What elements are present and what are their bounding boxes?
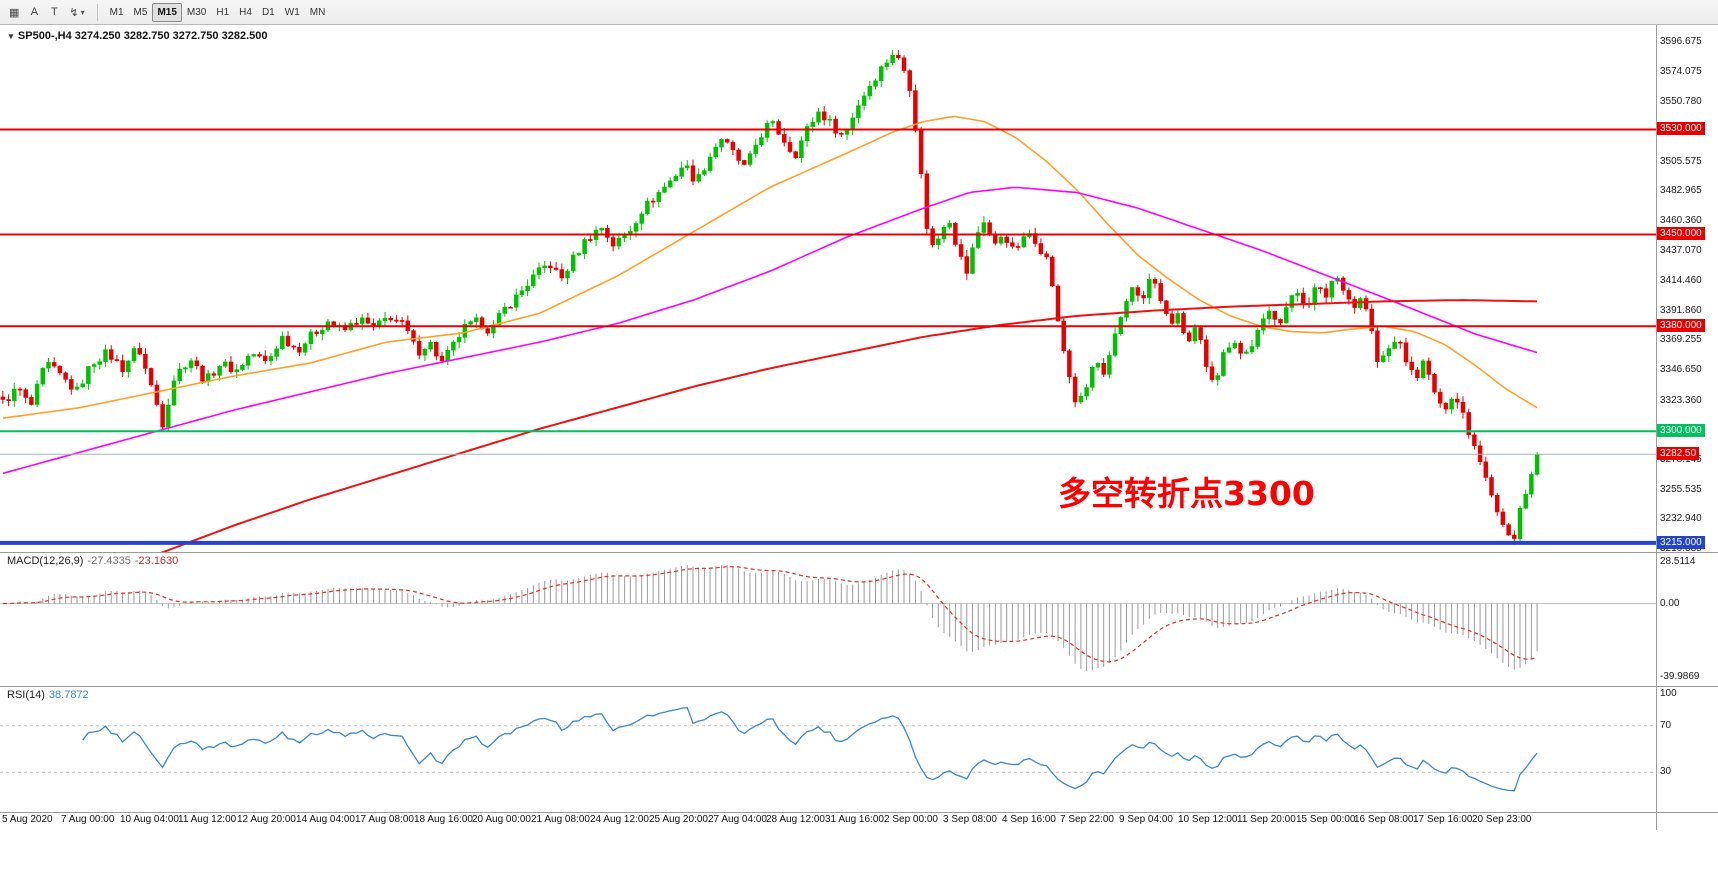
- rsi-pane[interactable]: [0, 686, 1656, 812]
- symbol-ohlc-label: ▼ SP500-,H4 3274.250 3282.750 3272.750 32…: [7, 30, 267, 42]
- timeframe-mn[interactable]: MN: [309, 6, 326, 18]
- time-axis-label: 5 Aug 2020: [2, 814, 53, 825]
- time-axis-label: 27 Aug 04:00: [708, 814, 767, 825]
- rsi-label: RSI(14) 38.7872: [7, 689, 89, 701]
- timeframe-m30[interactable]: M30: [186, 6, 207, 18]
- main-price-pane[interactable]: [0, 25, 1656, 552]
- price-axis[interactable]: 3596.675 3574.075 3550.780 3505.575 3482.965…: [1657, 25, 1718, 830]
- time-axis-label: 7 Sep 22:00: [1060, 814, 1114, 825]
- price-axis-label: 3346.650: [1660, 364, 1702, 375]
- pane-divider-timeaxis: [0, 812, 1718, 813]
- timeframe-m1[interactable]: M1: [109, 6, 124, 18]
- cursor-tool-icon[interactable]: A: [30, 6, 39, 18]
- time-axis[interactable]: 5 Aug 2020 7 Aug 00:00 10 Aug 04:00 11 Aug …: [0, 814, 1656, 830]
- price-axis-label: 3232.940: [1660, 513, 1702, 524]
- text-tool-icon[interactable]: T: [51, 6, 58, 18]
- time-axis-label: 15 Sep 00:00: [1296, 814, 1356, 825]
- time-axis-label: 17 Aug 08:00: [355, 814, 414, 825]
- time-axis-label: 10 Sep 12:00: [1178, 814, 1238, 825]
- macd-label: MACD(12,26,9) -27.4335 -23.1630: [7, 555, 178, 567]
- timeframe-h1[interactable]: H1: [216, 6, 230, 18]
- indicators-icon[interactable]: ↯ ▾: [69, 6, 85, 19]
- candles-layer: [0, 49, 1540, 545]
- time-axis-label: 11 Sep 20:00: [1237, 814, 1296, 825]
- ma-slow-red: [160, 299, 1538, 552]
- price-level-badge: 3450.000: [1657, 227, 1705, 240]
- macd-signal-value: -23.1630: [134, 555, 179, 567]
- time-axis-label: 18 Aug 16:00: [414, 814, 473, 825]
- price-axis-label: 3460.360: [1660, 215, 1702, 226]
- time-axis-label: 20 Aug 00:00: [472, 814, 531, 825]
- price-axis-label: 3505.575: [1660, 156, 1702, 167]
- price-level-badge: 3380.000: [1657, 319, 1705, 332]
- timeframe-d1[interactable]: D1: [261, 6, 275, 18]
- price-level-badge: 3215.000: [1657, 536, 1705, 549]
- ma-mid-magenta: [2, 186, 1538, 475]
- time-axis-label: 9 Sep 04:00: [1119, 814, 1173, 825]
- chart-area: ▼ SP500-,H4 3274.250 3282.750 3272.750 32…: [0, 25, 1718, 830]
- chart-annotation-text: 多空转折点3300: [1058, 474, 1315, 513]
- time-axis-label: 14 Aug 04:00: [296, 814, 355, 825]
- macd-pane[interactable]: [0, 552, 1656, 686]
- time-axis-label: 16 Sep 08:00: [1354, 814, 1414, 825]
- toolbar-separator: [96, 3, 98, 21]
- rsi-name: RSI(14): [7, 689, 45, 701]
- time-axis-label: 21 Aug 08:00: [531, 814, 590, 825]
- price-axis-label: 3550.780: [1660, 96, 1702, 107]
- time-axis-label: 12 Aug 20:00: [237, 814, 296, 825]
- price-level-badge: 3530.000: [1657, 122, 1705, 135]
- price-axis-label: 3596.675: [1660, 36, 1702, 47]
- timeframe-w1[interactable]: W1: [284, 6, 300, 18]
- macd-histogram: [8, 564, 1538, 672]
- time-axis-label: 17 Sep 16:00: [1413, 814, 1473, 825]
- timeframe-m15[interactable]: M15: [152, 2, 182, 22]
- time-axis-label: 11 Aug 12:00: [178, 814, 237, 825]
- collapse-triangle-icon[interactable]: ▼: [7, 32, 15, 41]
- time-axis-label: 24 Aug 12:00: [590, 814, 649, 825]
- macd-name: MACD(12,26,9): [7, 555, 84, 567]
- toolbar-icon-group: ▦ A T ↯ ▾: [4, 3, 90, 22]
- time-axis-label: 10 Aug 04:00: [120, 814, 179, 825]
- price-axis-label: 3323.360: [1660, 395, 1702, 406]
- price-axis-divider: [1656, 25, 1657, 830]
- price-axis-label: 28.5114: [1660, 556, 1696, 567]
- timeframe-button-group: M1 M5 M15 M30 H1 H4 D1 W1 MN: [105, 2, 331, 22]
- price-level-badge: 3282.50: [1657, 447, 1700, 460]
- time-axis-label: 31 Aug 16:00: [825, 814, 884, 825]
- symbol-ohlc-text: SP500-,H4 3274.250 3282.750 3272.750 328…: [17, 30, 268, 42]
- price-axis-label: 3482.965: [1660, 185, 1702, 196]
- time-axis-label: 25 Aug 20:00: [649, 814, 708, 825]
- time-axis-label: 28 Aug 12:00: [766, 814, 825, 825]
- price-level-badge: 3300.000: [1657, 424, 1705, 437]
- macd-signal-line: [2, 566, 1538, 663]
- price-axis-label: 3414.460: [1660, 275, 1702, 286]
- price-axis-label: -39.9869: [1660, 671, 1700, 682]
- price-axis-label: 100: [1660, 688, 1677, 699]
- price-axis-label: 0.00: [1660, 598, 1680, 609]
- rsi-value: 38.7872: [48, 689, 89, 701]
- price-axis-label: 3391.860: [1660, 305, 1702, 316]
- pane-divider-macd[interactable]: [0, 552, 1718, 553]
- price-axis-label: 70: [1660, 720, 1672, 731]
- macd-main-value: -27.4335: [87, 555, 131, 567]
- price-axis-label: 3574.075: [1660, 66, 1702, 77]
- price-axis-label: 3255.535: [1660, 484, 1702, 495]
- dropdown-caret-icon: ▾: [80, 7, 85, 17]
- price-axis-label: 3369.255: [1660, 334, 1702, 345]
- toolbar: ▦ A T ↯ ▾ M1 M5 M15 M30 H1 H4 D1 W1 MN: [0, 0, 1718, 25]
- pane-divider-rsi[interactable]: [0, 686, 1718, 687]
- time-axis-label: 4 Sep 16:00: [1002, 814, 1056, 825]
- time-axis-label: 20 Sep 23:00: [1472, 814, 1532, 825]
- ma-fast-orange: [2, 115, 1538, 419]
- time-axis-label: 2 Sep 00:00: [884, 814, 938, 825]
- timeframe-m5[interactable]: M5: [133, 6, 148, 18]
- rsi-line: [82, 707, 1538, 792]
- price-axis-label: 3437.070: [1660, 245, 1702, 256]
- timeframe-h4[interactable]: H4: [239, 6, 252, 18]
- time-axis-label: 7 Aug 00:00: [61, 814, 115, 825]
- time-axis-label: 3 Sep 08:00: [943, 814, 997, 825]
- chart-window-icon[interactable]: ▦: [9, 6, 20, 19]
- price-axis-label: 30: [1660, 766, 1672, 777]
